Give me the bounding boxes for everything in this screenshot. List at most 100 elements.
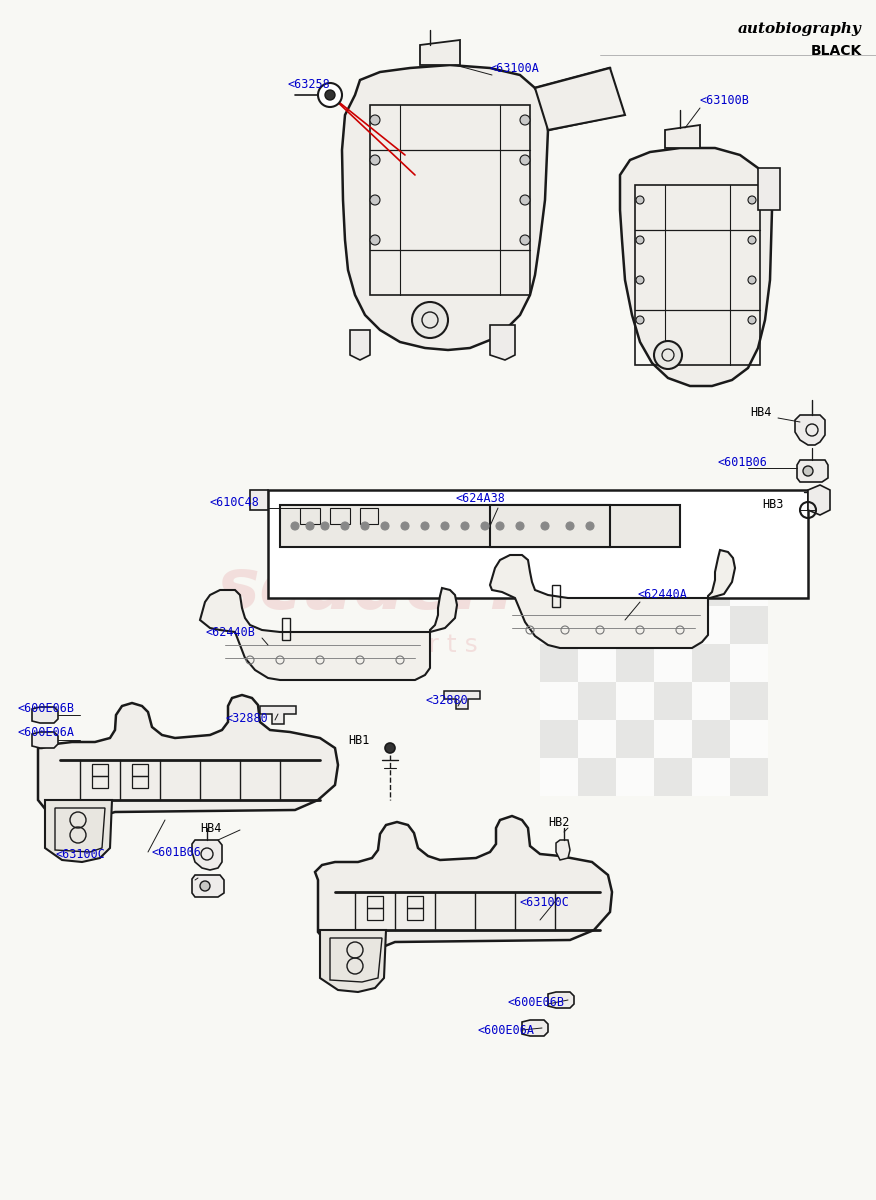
Bar	[692, 568, 730, 606]
Bar	[132, 776, 148, 788]
Circle shape	[748, 196, 756, 204]
Circle shape	[566, 522, 574, 530]
Text: BLACK: BLACK	[811, 44, 862, 58]
Text: <32880: <32880	[425, 694, 468, 707]
Circle shape	[636, 196, 644, 204]
Circle shape	[748, 316, 756, 324]
Bar	[616, 758, 654, 796]
Bar	[654, 758, 692, 796]
Circle shape	[481, 522, 489, 530]
Bar	[692, 758, 730, 796]
Circle shape	[421, 522, 429, 530]
Bar	[578, 644, 616, 682]
Bar	[654, 568, 692, 606]
Bar	[692, 530, 730, 568]
Bar	[268, 490, 808, 598]
Polygon shape	[350, 330, 370, 360]
Text: <63100A: <63100A	[490, 61, 540, 74]
Text: <624A38: <624A38	[455, 492, 505, 504]
Circle shape	[636, 276, 644, 284]
Text: <63100C: <63100C	[55, 848, 105, 862]
Text: HB1: HB1	[348, 733, 370, 746]
Bar	[654, 682, 692, 720]
Bar	[540, 606, 578, 644]
Bar	[330, 508, 350, 524]
Bar	[730, 644, 768, 682]
Bar	[730, 682, 768, 720]
Polygon shape	[192, 840, 222, 870]
Bar	[616, 682, 654, 720]
Polygon shape	[315, 816, 612, 952]
Circle shape	[520, 194, 530, 205]
Circle shape	[520, 115, 530, 125]
Bar	[578, 682, 616, 720]
Circle shape	[520, 235, 530, 245]
Circle shape	[370, 155, 380, 164]
Bar	[540, 644, 578, 682]
Circle shape	[385, 743, 395, 754]
Bar	[540, 720, 578, 758]
Bar	[730, 720, 768, 758]
Circle shape	[748, 276, 756, 284]
Circle shape	[636, 316, 644, 324]
Polygon shape	[200, 588, 457, 680]
Text: HB3: HB3	[762, 498, 783, 511]
Circle shape	[748, 236, 756, 244]
Bar	[730, 758, 768, 796]
Circle shape	[461, 522, 469, 530]
Bar	[280, 505, 680, 547]
Text: <601B06: <601B06	[152, 846, 201, 858]
Text: <600E06B: <600E06B	[18, 702, 75, 714]
Polygon shape	[535, 68, 625, 130]
Bar	[692, 682, 730, 720]
Circle shape	[496, 522, 504, 530]
Polygon shape	[665, 125, 700, 148]
Bar	[367, 908, 383, 920]
Text: <63100B: <63100B	[700, 94, 750, 107]
Polygon shape	[490, 550, 735, 648]
Circle shape	[636, 236, 644, 244]
Bar	[654, 720, 692, 758]
Text: <600E06B: <600E06B	[508, 996, 565, 1008]
Bar	[360, 508, 378, 524]
Bar	[616, 568, 654, 606]
Polygon shape	[342, 65, 548, 350]
Polygon shape	[260, 706, 296, 724]
Bar	[540, 568, 578, 606]
Bar	[282, 618, 290, 640]
Circle shape	[412, 302, 448, 338]
Polygon shape	[795, 415, 825, 445]
Polygon shape	[808, 485, 830, 515]
Bar	[578, 720, 616, 758]
Circle shape	[291, 522, 299, 530]
Circle shape	[370, 235, 380, 245]
Bar	[540, 682, 578, 720]
Bar	[616, 530, 654, 568]
Polygon shape	[620, 148, 772, 386]
Circle shape	[586, 522, 594, 530]
Circle shape	[401, 522, 409, 530]
Polygon shape	[45, 800, 112, 862]
Bar	[578, 758, 616, 796]
Circle shape	[541, 522, 549, 530]
Bar	[730, 606, 768, 644]
Circle shape	[370, 194, 380, 205]
Circle shape	[321, 522, 329, 530]
Bar	[654, 606, 692, 644]
Bar	[616, 606, 654, 644]
Text: <600E06A: <600E06A	[18, 726, 75, 738]
Text: <601B06: <601B06	[718, 456, 768, 468]
Bar	[616, 720, 654, 758]
Bar	[540, 758, 578, 796]
Bar	[300, 508, 320, 524]
Bar	[692, 720, 730, 758]
Circle shape	[306, 522, 314, 530]
Polygon shape	[32, 732, 58, 748]
Bar	[540, 530, 578, 568]
Text: HB4: HB4	[750, 406, 772, 419]
Text: <63258: <63258	[288, 78, 331, 91]
Circle shape	[361, 522, 369, 530]
Circle shape	[520, 155, 530, 164]
Polygon shape	[250, 490, 268, 510]
Circle shape	[341, 522, 349, 530]
